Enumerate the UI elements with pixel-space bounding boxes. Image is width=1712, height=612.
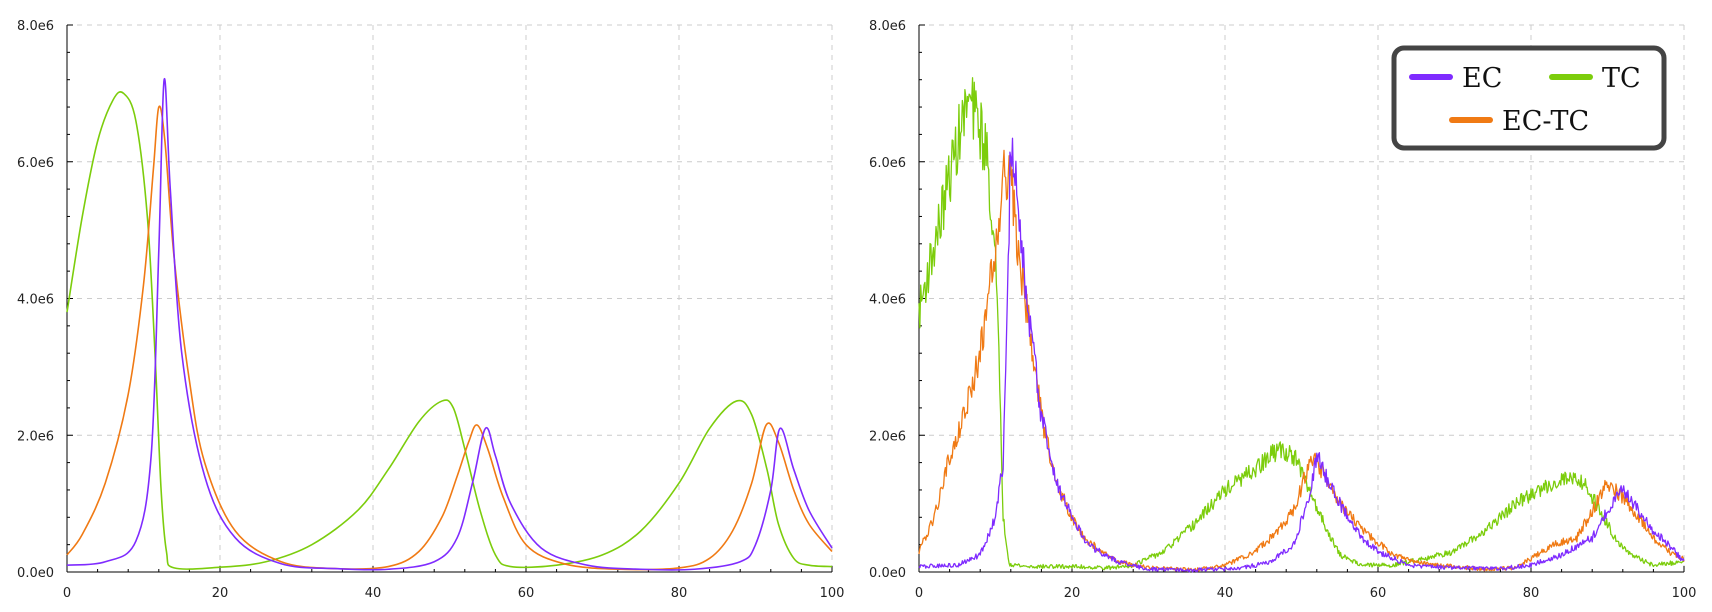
- x-tick-label: 40: [1217, 586, 1234, 601]
- series-line-ec-tc: [66, 105, 833, 571]
- x-tick-label: 40: [365, 586, 382, 601]
- y-tick-label: 8.0e6: [17, 19, 54, 34]
- series-line-ec: [918, 137, 1685, 573]
- legend-label-ec: EC: [1462, 63, 1502, 94]
- x-tick-label: 100: [1672, 586, 1697, 601]
- x-tick-label: 20: [212, 586, 229, 601]
- y-tick-label: 2.0e6: [17, 429, 54, 444]
- x-tick-label: 100: [820, 586, 845, 601]
- x-tick-label: 60: [1370, 586, 1387, 601]
- y-tick-label: 4.0e6: [17, 293, 54, 308]
- legend-label-ec-tc: EC-TC: [1502, 106, 1589, 137]
- y-tick-label: 6.0e6: [17, 156, 54, 171]
- y-tick-label: 0.0e0: [17, 566, 54, 581]
- y-tick-label: 8.0e6: [869, 19, 906, 34]
- series-line-ec: [66, 78, 833, 571]
- series-line-tc: [918, 77, 1685, 571]
- x-tick-label: 0: [63, 586, 71, 601]
- y-tick-label: 6.0e6: [869, 156, 906, 171]
- y-tick-label: 0.0e0: [869, 566, 906, 581]
- series-line-tc: [66, 91, 833, 570]
- x-tick-label: 60: [518, 586, 535, 601]
- x-tick-label: 80: [1523, 586, 1540, 601]
- right-chart-panel: 0 20 40 60 80 100 0.0e0 2.0e6 4.0e6 6.0e6 8.0e6: [869, 19, 1696, 601]
- x-tick-label: 80: [671, 586, 688, 601]
- legend-label-tc: TC: [1602, 63, 1641, 94]
- x-tick-label: 0: [915, 586, 923, 601]
- x-tick-label: 20: [1064, 586, 1081, 601]
- left-chart-panel: 0 20 40 60 80 100 0.0e0 2.0e6 4.0e6 6.0e6 8.0e6: [17, 19, 844, 601]
- y-tick-label: 2.0e6: [869, 429, 906, 444]
- series-line-ec-tc: [918, 149, 1685, 572]
- legend: EC TC EC-TC: [1391, 45, 1667, 151]
- y-tick-label: 4.0e6: [869, 293, 906, 308]
